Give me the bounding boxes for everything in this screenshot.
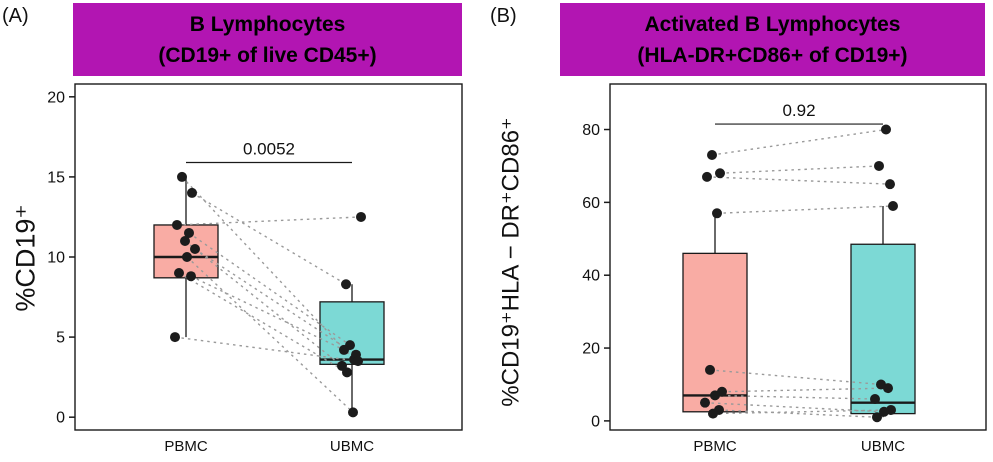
- plot-border: [609, 83, 987, 431]
- y-tick-label: 0: [56, 410, 65, 427]
- x-category-label: PBMC: [164, 438, 208, 455]
- data-point-pbmc: [705, 364, 715, 375]
- data-point-ubmc: [339, 344, 349, 355]
- pair-line: [718, 409, 878, 418]
- pair-line: [184, 240, 343, 367]
- pair-line: [190, 275, 345, 351]
- pair-line: [721, 387, 889, 393]
- data-point-ubmc: [881, 124, 891, 135]
- data-point-ubmc: [883, 383, 893, 394]
- x-category-label: UBMC: [330, 438, 374, 455]
- data-point-ubmc: [886, 404, 896, 415]
- pair-line: [188, 232, 351, 346]
- p-value-label: 0.92: [782, 101, 815, 120]
- y-tick-label: 10: [47, 250, 65, 267]
- panel-b-subtitle: (HLA-DR+CD86+ of CD19+): [637, 43, 908, 67]
- panel-a-plot: 0 5 10 15 20 PBMC UBMC 0.0052: [47, 83, 463, 455]
- data-point-pbmc: [186, 271, 196, 282]
- pair-line: [714, 394, 876, 400]
- data-point-pbmc: [190, 243, 200, 254]
- y-tick-label: 40: [582, 268, 600, 285]
- y-tick-label: 20: [47, 89, 65, 106]
- data-point-ubmc: [353, 356, 363, 367]
- data-point-ubmc: [870, 394, 880, 405]
- panel-a-subtitle: (CD19+ of live CD45+): [158, 43, 377, 67]
- pair-line: [711, 128, 887, 156]
- y-tick-label: 0: [591, 413, 600, 430]
- panel-a: (A) B Lymphocytes (CD19+ of live CD45+) …: [0, 0, 487, 462]
- data-point-pbmc: [182, 252, 192, 262]
- panel-b-title: Activated B Lymphocytes: [644, 12, 901, 36]
- data-point-pbmc: [702, 171, 712, 182]
- data-point-pbmc: [177, 171, 187, 182]
- data-point-pbmc: [715, 168, 725, 179]
- pair-line: [706, 176, 891, 185]
- data-point-pbmc: [174, 268, 184, 279]
- panel-a-title: B Lymphocytes: [189, 12, 346, 36]
- y-tick-label: 15: [47, 169, 65, 186]
- data-point-pbmc: [187, 187, 197, 198]
- pair-line: [716, 205, 894, 214]
- y-tick-label: 60: [582, 195, 600, 212]
- data-point-pbmc: [184, 227, 194, 238]
- x-category-label: UBMC: [861, 438, 905, 455]
- pair-line: [186, 256, 354, 413]
- panel-b-plot: 0 20 40 60 80 PBMC UBMC 0.92: [582, 83, 987, 455]
- plot-border: [74, 83, 463, 431]
- data-point-pbmc: [712, 208, 722, 219]
- panel-b-title-banner: Activated B Lymphocytes (HLA-DR+CD86+ of…: [560, 3, 985, 76]
- x-category-label: PBMC: [693, 438, 737, 455]
- panel-a-label: (A): [2, 5, 29, 27]
- box-pbmc: [682, 252, 748, 413]
- pair-line: [709, 369, 882, 386]
- data-point-pbmc: [710, 390, 720, 401]
- pair-line: [176, 216, 362, 226]
- panel-a-title-banner: B Lymphocytes (CD19+ of live CD45+): [73, 3, 462, 76]
- data-point-pbmc: [180, 235, 190, 246]
- panel-b: (B) Activated B Lymphocytes (HLA-DR+CD86…: [487, 0, 993, 462]
- data-point-ubmc: [872, 412, 882, 423]
- data-point-pbmc: [708, 408, 718, 419]
- data-point-pbmc: [707, 150, 717, 161]
- data-point-pbmc: [172, 219, 182, 230]
- data-point-ubmc: [356, 211, 366, 222]
- y-tick-label: 20: [582, 341, 600, 358]
- panel-b-label: (B): [490, 5, 517, 27]
- data-point-ubmc: [341, 279, 351, 290]
- data-point-ubmc: [348, 407, 358, 418]
- pair-line: [719, 165, 880, 174]
- y-tick-label: 5: [56, 330, 65, 347]
- data-point-pbmc: [700, 397, 710, 408]
- data-point-ubmc: [874, 160, 884, 171]
- data-point-ubmc: [888, 201, 898, 212]
- data-point-pbmc: [170, 332, 180, 343]
- data-point-ubmc: [342, 367, 352, 378]
- pair-line: [174, 336, 359, 362]
- p-value-label: 0.0052: [243, 139, 295, 158]
- data-point-ubmc: [885, 179, 895, 190]
- pair-line: [181, 176, 355, 360]
- y-tick-label: 80: [582, 122, 600, 139]
